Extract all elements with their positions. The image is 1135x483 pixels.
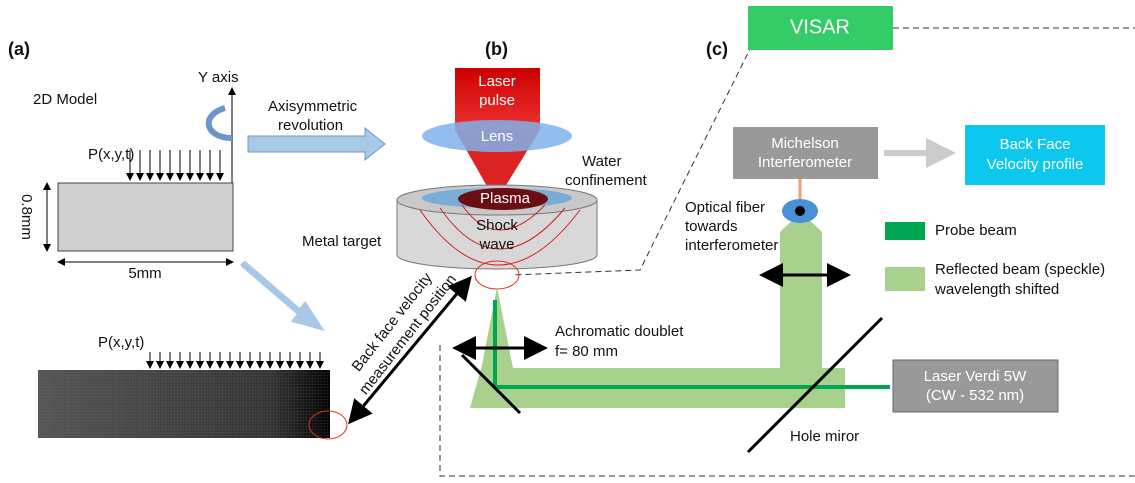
measure-arrow	[348, 275, 472, 425]
michelson-box	[733, 127, 878, 179]
load-arrows	[126, 150, 224, 181]
mesh-load-arrows	[146, 352, 324, 369]
rotation-arrow	[205, 105, 233, 141]
fiber-label: towards	[685, 218, 738, 235]
laser-label: pulse	[479, 92, 515, 109]
revolution-arrow	[247, 126, 386, 162]
fiber-label: interferometer	[685, 237, 778, 254]
width-label: 5mm	[128, 265, 161, 282]
laser-beam	[455, 68, 540, 130]
revolution-label: revolution	[278, 117, 343, 134]
target-label: Metal target	[302, 233, 382, 250]
lens-label: Lens	[481, 128, 514, 145]
output-label: Back Face	[1000, 136, 1071, 153]
measure-circle	[308, 410, 348, 440]
legend-label: wavelength shifted	[934, 281, 1059, 298]
legend-swatch	[885, 222, 925, 240]
water-label: confinement	[565, 172, 648, 189]
model-domain	[57, 182, 234, 252]
shock-label: wave	[478, 236, 514, 253]
laser-source-label: (CW - 532 nm)	[926, 387, 1024, 404]
water-label: Water	[582, 153, 621, 170]
y-axis-label: Y axis	[198, 69, 239, 86]
legend-label: Probe beam	[935, 222, 1017, 239]
mesh-arrow	[240, 260, 325, 331]
shock-label: Shock	[476, 217, 518, 234]
panel-label: (a)	[8, 39, 30, 59]
mesh-grid	[38, 370, 330, 438]
fiber-core	[795, 206, 805, 216]
doublet-label: f= 80 mm	[555, 343, 618, 360]
legend-label: Reflected beam (speckle)	[935, 261, 1105, 278]
model-title: 2D Model	[33, 91, 97, 108]
fiber-label: Optical fiber	[685, 199, 765, 216]
mirror	[460, 353, 522, 415]
mirror-label: Hole miror	[790, 428, 859, 445]
panel-label: (b)	[485, 39, 508, 59]
laser-box	[892, 359, 1059, 413]
shock-waves	[419, 204, 581, 266]
visar-label: VISAR	[790, 16, 850, 38]
lens	[422, 120, 572, 152]
plasma-label: Plasma	[480, 190, 531, 207]
output-label: Velocity profile	[987, 156, 1084, 173]
plasma	[458, 188, 548, 210]
michelson-label: Interferometer	[758, 154, 852, 171]
laser-label: Laser	[478, 73, 516, 90]
revolution-label: Axisymmetric	[268, 98, 358, 115]
mesh-load-label: P(x,y,t)	[98, 334, 144, 351]
michelson-label: Michelson	[771, 135, 839, 152]
legend-swatch	[885, 267, 925, 291]
output-box	[965, 125, 1105, 185]
doublet-label: Achromatic doublet	[555, 323, 684, 340]
hole-mirror	[746, 316, 884, 454]
panel-label: (c)	[706, 39, 728, 59]
laser-source-label: Laser Verdi 5W	[924, 368, 1027, 385]
height-label: 0.8mm	[18, 194, 35, 240]
load-label: P(x,y,t)	[88, 146, 134, 163]
visar-box	[748, 6, 893, 50]
